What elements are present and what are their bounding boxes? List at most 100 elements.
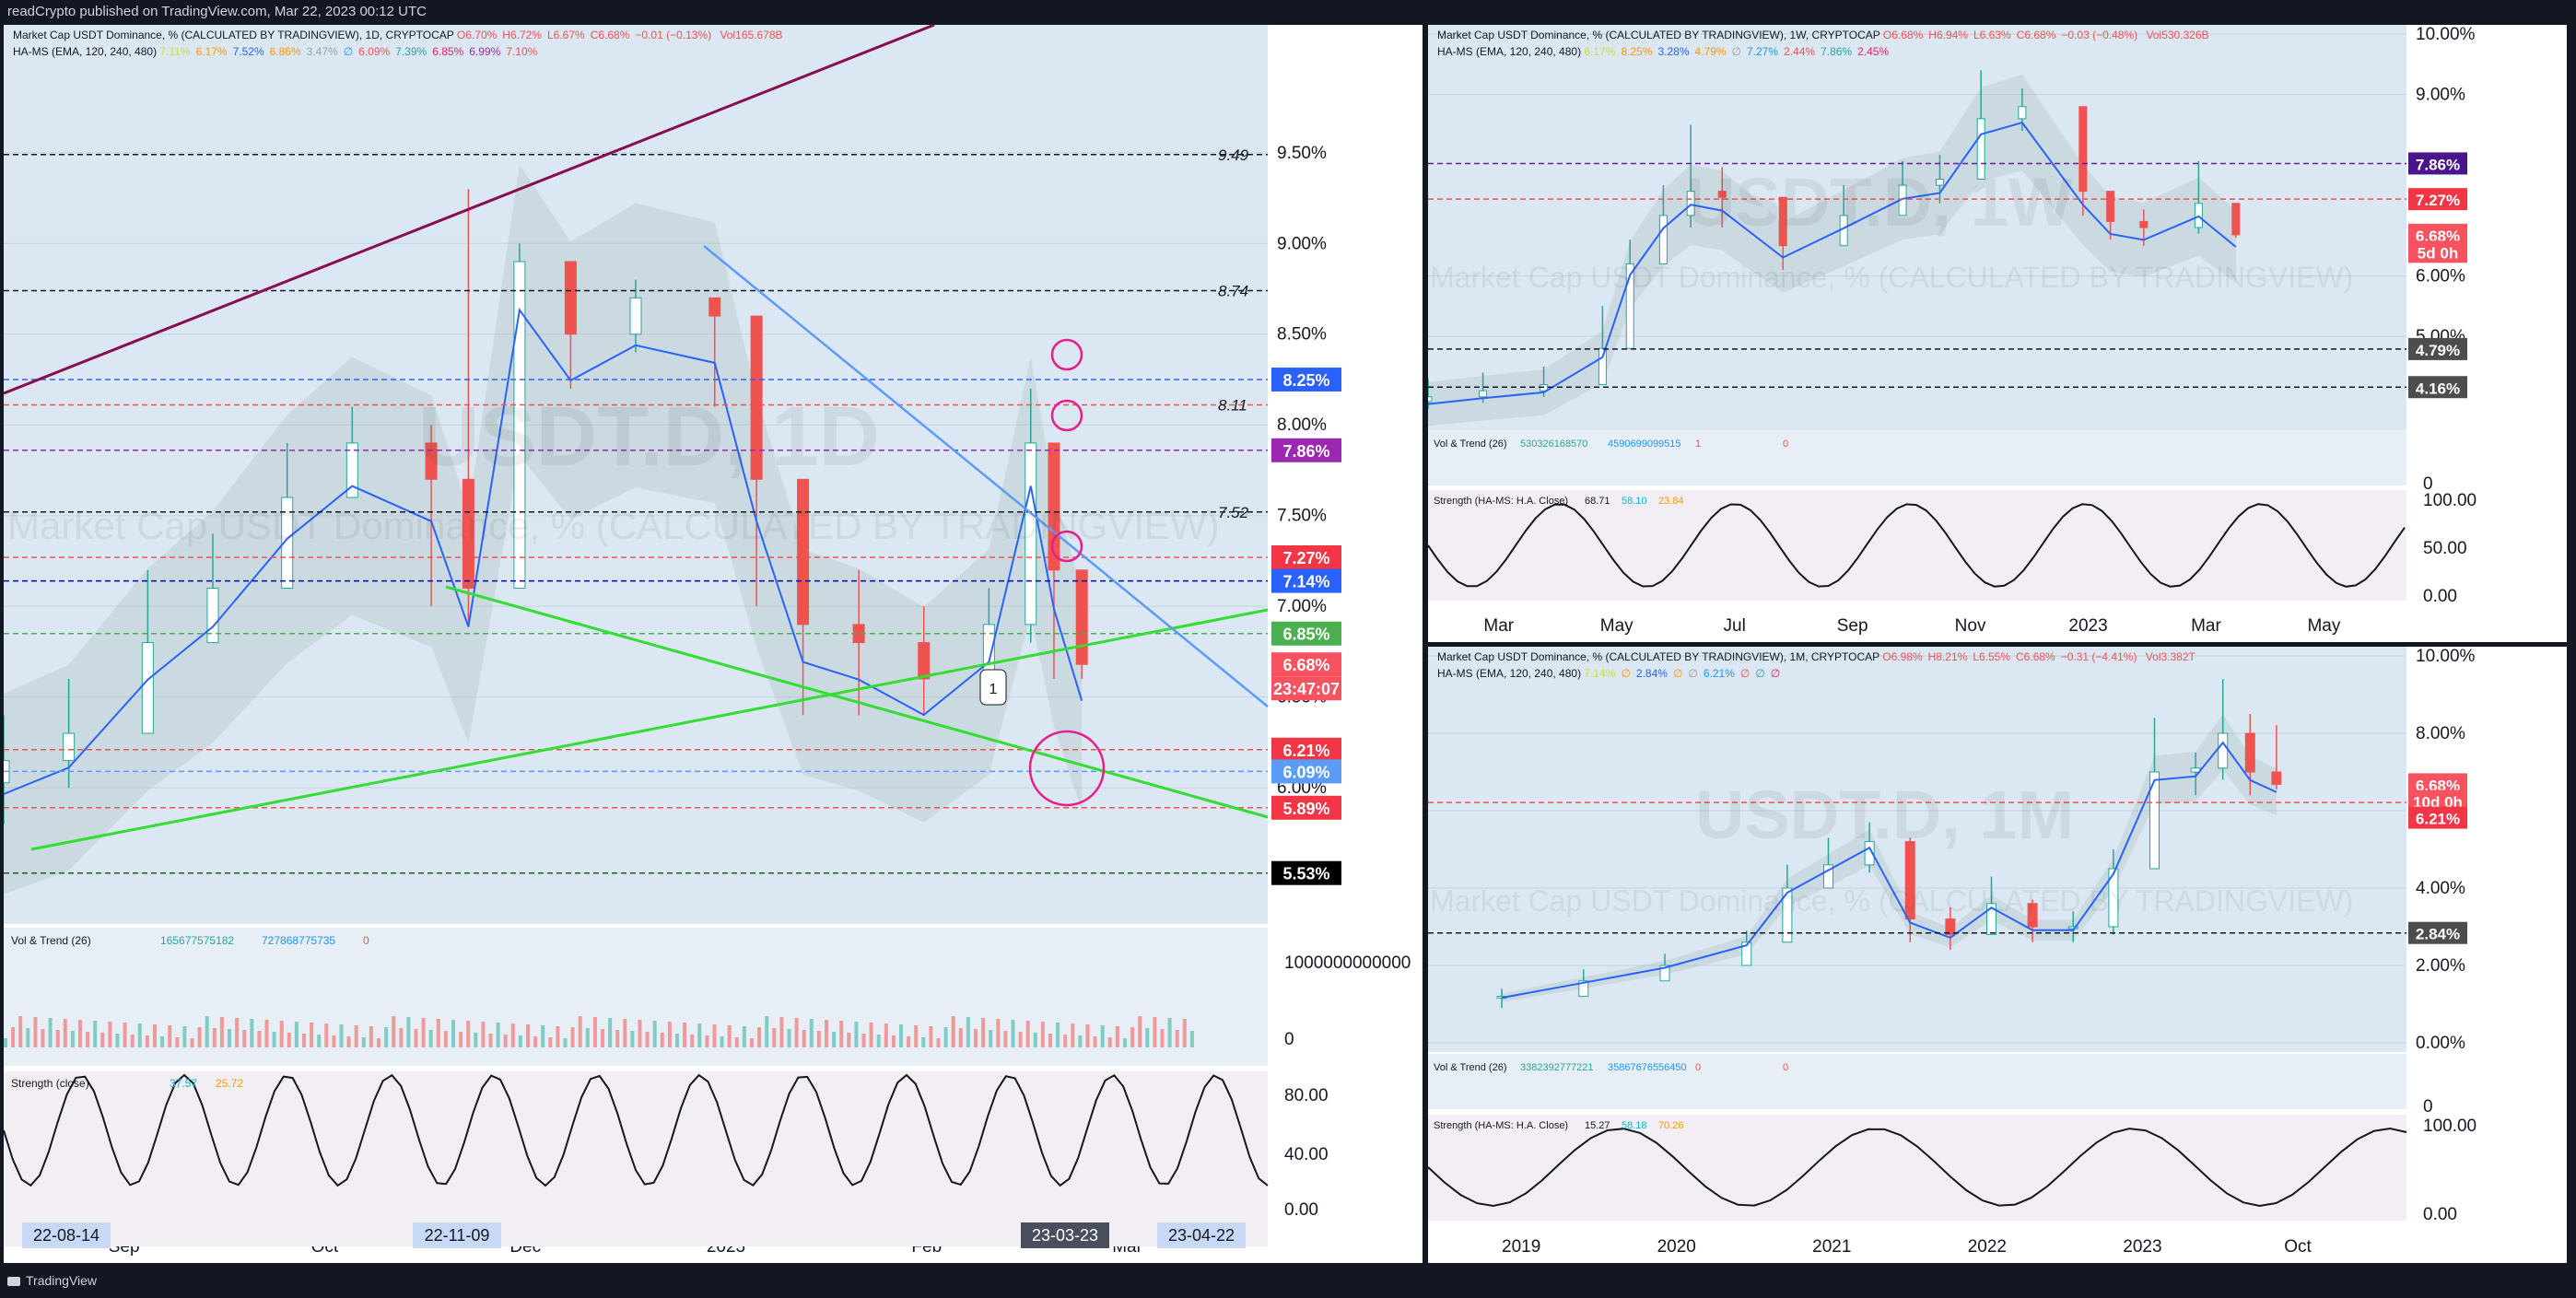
daily-vol-bar-99 [742,1026,746,1047]
monthly-ma-band [1502,714,2277,1002]
weekly-ind-val-3: 4.79% [1694,45,1727,58]
monthly-vol-val-0: 3382392777221 [1520,1062,1594,1073]
daily-vol-bar-13 [100,1033,105,1047]
daily-vol-bar-29 [219,1017,224,1047]
daily-vol-bar-89 [667,1022,672,1047]
daily-vol-bar-113 [847,1033,851,1047]
daily-x-marker-bg-2 [1021,1222,1109,1248]
monthly-ohlc-val-3: C6.68% [2016,650,2055,663]
daily-vol-bar-115 [861,1034,866,1047]
weekly-indicator-header: HA-MS (EMA, 120, 240, 480) 6.17% 8.25% 3.2… [1437,45,1894,58]
monthly-xtick-2: 2021 [1812,1237,1851,1257]
daily-vol-bar-101 [757,1027,762,1047]
monthly-strength-line [1428,1127,2407,1208]
daily-vol-bar-149 [1115,1026,1119,1047]
daily-vol-bar-61 [459,1032,463,1047]
daily-vol-bar-142 [1063,1035,1068,1047]
daily-candle-9 [564,261,577,335]
daily-vol-bar-6 [48,1018,53,1047]
monthly-xtick-5: Oct [2284,1237,2312,1257]
monthly-ind-val-7: ∅ [1755,667,1765,680]
daily-x-marker-2: 23-03-23 [1032,1226,1098,1245]
daily-vol-bar-153 [1145,1028,1150,1047]
daily-vol-bar-69 [518,1035,522,1047]
daily-level-annotation-2: 8.11 [1218,397,1247,415]
daily-indicator-values: 7.11% 6.17% 7.52% 6.86% 3.47% ∅ 6.09% 7.39% 6.85… [159,45,543,58]
weekly-axis-bg [2406,25,2567,642]
daily-vol-bar-130 [974,1029,978,1047]
daily-ind-val-9: 6.99% [469,45,501,58]
daily-vol-bar-105 [787,1029,791,1047]
daily-vol-bar-143 [1071,1023,1075,1047]
daily-candle-15 [918,642,931,680]
daily-vol-bar-75 [563,1038,568,1047]
daily-vol-bar-24 [182,1026,187,1047]
daily-vol-bar-156 [1167,1018,1172,1047]
daily-vol-bar-27 [205,1016,209,1047]
daily-vol-bar-58 [436,1019,440,1047]
monthly-chart-pane[interactable]: 10.00%8.00%6.00%4.00%2.00%0.00%201920202… [1428,647,2567,1263]
daily-ytick-5: 7.00% [1277,597,1327,616]
monthly-title: Market Cap USDT Dominance, % (CALCULATED… [1437,650,1879,663]
monthly-chart-svg[interactable]: 10.00%8.00%6.00%4.00%2.00%0.00%201920202… [1428,647,2567,1263]
daily-vol-bar-65 [488,1034,493,1047]
daily-chart-pane[interactable]: 9.50%9.00%8.50%8.00%7.50%7.00%6.50%6.00%… [4,25,1423,1263]
daily-vol-bar-20 [153,1024,157,1047]
monthly-candle-9 [1985,903,1996,935]
daily-callout-box [979,669,1007,706]
weekly-ytick-2: 6.00% [2416,267,2465,286]
daily-x-marker-0: 22-08-14 [33,1226,100,1245]
monthly-indicator-header: HA-MS (EMA, 120, 240, 480) 7.14% ∅ 2.84% ∅ ∅… [1437,667,1786,680]
monthly-ind-val-4: ∅ [1688,667,1698,680]
daily-chart-svg[interactable]: 9.50%9.00%8.50%8.00%7.50%7.00%6.50%6.00%… [4,25,1423,1263]
weekly-candle-5 [1658,215,1668,264]
daily-indicator-header: HA-MS (EMA, 120, 240, 480) 7.11% 6.17% 7.5… [13,45,543,58]
monthly-ytick-3: 4.00% [2416,879,2465,898]
weekly-price-label-3: 5d 0h [2418,244,2458,262]
daily-vol-bar-66 [496,1023,500,1047]
daily-volume: Vol165.678B [720,29,783,41]
weekly-xtick-5: 2023 [2068,616,2107,636]
weekly-header: Market Cap USDT Dominance, % (CALCULATED… [1437,29,2209,41]
monthly-candle-1 [1578,980,1589,998]
daily-x-marker-bg-0 [22,1222,111,1248]
daily-vol-bar-119 [891,1035,896,1047]
monthly-ma-line [1501,741,2277,1000]
weekly-candle-3 [1598,347,1607,386]
daily-vol-bar-133 [996,1019,1001,1047]
monthly-indicator-name: HA-MS (EMA, 120, 240, 480) [1437,667,1582,680]
daily-price-label-10: 5.53% [1282,865,1329,883]
daily-vol-bar-72 [541,1025,545,1047]
daily-vol-bar-150 [1123,1038,1127,1047]
daily-vol-bar-93 [697,1023,702,1047]
daily-vol-bar-11 [86,1032,90,1047]
daily-candle-18 [1048,442,1060,571]
weekly-ma-line [1428,121,2237,405]
monthly-volume: Vol3.382T [2145,650,2195,663]
daily-vol-bar-108 [809,1019,814,1047]
daily-vol-bar-100 [750,1038,754,1047]
daily-vol-bar-102 [765,1016,769,1047]
weekly-indicator-name: HA-MS (EMA, 120, 240, 480) [1437,45,1582,58]
daily-vol-bar-9 [70,1031,75,1047]
weekly-ma-band [1428,75,2236,427]
weekly-chart-svg[interactable]: 10.00%9.00%6.00%5.00%Mar May Jul Sep Nov 2023… [1428,25,2567,642]
daily-header: Market Cap USDT Dominance, % (CALCULATED… [13,29,783,41]
daily-ind-val-10: 7.10% [506,45,538,58]
daily-ytick-0: 9.50% [1277,144,1327,163]
weekly-candle-11 [1935,179,1944,186]
weekly-candle-16 [2139,220,2149,228]
tradingview-logo-icon [7,1276,20,1286]
daily-candle-4 [281,497,294,589]
daily-strength-scale-2: 0.00 [1284,1200,1318,1220]
monthly-ind-val-5: 6.21% [1703,667,1735,680]
weekly-vol-val-2: 1 [1695,439,1701,450]
weekly-candle-4 [1625,263,1634,349]
monthly-vol-val-3: 0 [1783,1062,1788,1073]
weekly-xtick-6: Mar [2191,616,2221,636]
weekly-vol-scale-0: 0 [2423,474,2433,494]
daily-level-annotation-0: 9.49 [1218,146,1249,164]
weekly-vol-val-0: 530326168570 [1520,439,1587,450]
weekly-chart-pane[interactable]: 10.00% 9.00% 6.00% 5.00% Mar May Jul Sep Nov 2023… [1428,25,2567,642]
daily-vol-bar-124 [929,1026,933,1047]
